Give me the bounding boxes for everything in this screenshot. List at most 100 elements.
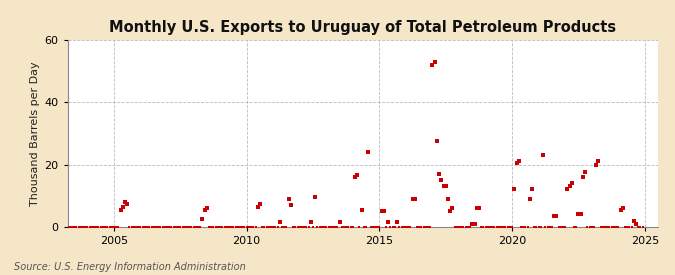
Point (389, 225, 400, 229)
Point (80, 225, 90, 229)
Point (135, 225, 146, 229)
Point (526, 187, 537, 192)
Point (456, 225, 466, 229)
Point (284, 197, 294, 201)
Point (254, 201, 265, 206)
Point (315, 225, 325, 229)
Point (358, 225, 369, 229)
Point (429, 59, 440, 64)
Point (394, 225, 405, 229)
Point (414, 225, 425, 229)
Point (310, 195, 321, 199)
Point (288, 225, 298, 229)
Point (84, 225, 95, 229)
Point (180, 225, 190, 229)
Point (633, 225, 644, 229)
Point (498, 225, 509, 229)
Point (381, 225, 392, 229)
Point (197, 217, 208, 221)
Point (558, 225, 568, 229)
Point (529, 225, 539, 229)
Point (622, 225, 632, 229)
Point (630, 222, 641, 226)
Point (142, 225, 153, 229)
Point (431, 139, 442, 143)
Point (279, 225, 290, 229)
Point (400, 225, 411, 229)
Point (495, 225, 506, 229)
Point (88, 225, 99, 229)
Point (217, 225, 227, 229)
Point (507, 225, 518, 229)
Point (452, 225, 462, 229)
Point (462, 225, 473, 229)
Point (613, 225, 624, 229)
Point (104, 225, 115, 229)
Point (593, 159, 604, 164)
Point (467, 222, 478, 226)
Point (421, 225, 431, 229)
Point (237, 225, 248, 229)
Point (292, 225, 303, 229)
Point (606, 225, 617, 229)
Point (221, 225, 232, 229)
Point (434, 172, 445, 176)
Point (107, 225, 117, 229)
Point (584, 225, 595, 229)
Point (450, 225, 460, 229)
Point (410, 197, 421, 201)
Point (252, 204, 263, 209)
Point (277, 225, 288, 229)
Point (336, 225, 347, 229)
Point (500, 225, 511, 229)
Point (520, 225, 531, 229)
Point (64, 225, 75, 229)
Point (192, 225, 203, 229)
Point (323, 225, 334, 229)
Point (514, 159, 524, 164)
Point (239, 225, 250, 229)
Point (259, 225, 270, 229)
Point (383, 220, 394, 224)
Point (518, 225, 529, 229)
Point (223, 225, 234, 229)
Point (153, 225, 163, 229)
Point (211, 225, 221, 229)
Point (206, 225, 217, 229)
Point (303, 225, 314, 229)
Point (551, 214, 562, 218)
Point (549, 214, 560, 218)
Point (182, 225, 192, 229)
Point (438, 184, 449, 189)
Point (115, 208, 126, 212)
Point (128, 225, 139, 229)
Point (146, 225, 157, 229)
Point (345, 225, 356, 229)
Point (489, 225, 500, 229)
Point (124, 225, 135, 229)
Point (356, 208, 367, 212)
Point (531, 225, 542, 229)
Point (244, 225, 254, 229)
Point (392, 220, 402, 224)
Point (458, 225, 469, 229)
Point (339, 225, 350, 229)
Point (487, 225, 497, 229)
Point (573, 212, 584, 217)
Point (250, 225, 261, 229)
Point (97, 225, 108, 229)
Point (294, 225, 305, 229)
Point (502, 225, 513, 229)
Point (109, 225, 119, 229)
Point (379, 209, 389, 213)
Point (491, 225, 502, 229)
Point (416, 225, 427, 229)
Point (133, 225, 144, 229)
Point (261, 225, 272, 229)
Point (219, 225, 230, 229)
Point (544, 225, 555, 229)
Point (562, 187, 573, 192)
Point (131, 225, 142, 229)
Point (119, 200, 130, 204)
Point (568, 225, 579, 229)
